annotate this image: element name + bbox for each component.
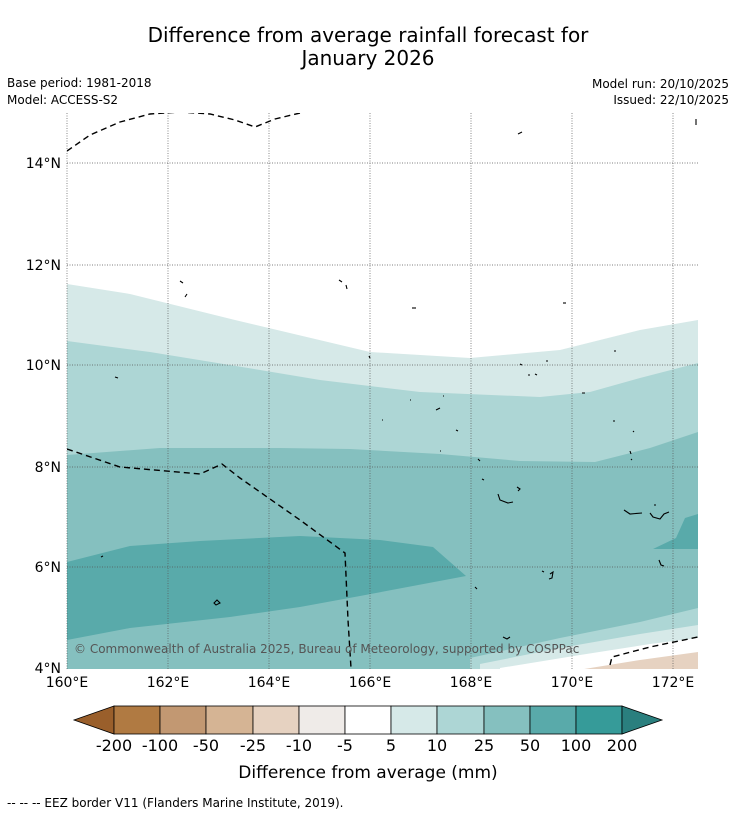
colorbar-bin (344, 705, 392, 735)
colorbar-tick: 25 (474, 736, 494, 755)
colorbar-tick: 10 (427, 736, 447, 755)
contour-band-south-dry (584, 652, 698, 669)
colorbar-bin (113, 705, 161, 735)
colorbar-tick: -10 (286, 736, 312, 755)
title-line-2: January 2026 (301, 46, 435, 70)
colorbar-tick: -50 (193, 736, 219, 755)
lon-axis: 160°E 162°E 164°E 166°E 168°E 170°E 172°… (46, 675, 695, 691)
colorbar-extend-high (621, 705, 664, 735)
lon-label-160: 160°E (46, 675, 89, 691)
eez-border-north (67, 113, 301, 152)
lat-label-14: 14°N (26, 156, 61, 172)
lon-label-164: 164°E (248, 675, 291, 691)
contour-band-50-100-east (653, 514, 698, 549)
contour-fields (67, 284, 698, 669)
model-name: Model: ACCESS-S2 (7, 93, 119, 107)
island (100, 555, 221, 606)
island (654, 504, 665, 567)
colorbar-bin (575, 705, 623, 735)
island (613, 420, 635, 461)
model-run: Model run: 20/10/2025 (591, 77, 729, 91)
lon-label-166: 166°E (349, 675, 392, 691)
colorbar-tick: 100 (561, 736, 592, 755)
island (623, 509, 670, 520)
colorbar-bin (159, 705, 207, 735)
lat-label-10: 10°N (26, 358, 61, 374)
colorbar-extend-low (72, 705, 115, 735)
island (497, 486, 521, 504)
lon-label-168: 168°E (450, 675, 493, 691)
island (382, 395, 444, 421)
island (179, 280, 188, 298)
island (546, 350, 616, 394)
lon-label-172: 172°E (652, 675, 695, 691)
colorbar-ticks: -200 -100 -50 -25 -10 -5 5 10 25 50 100 … (96, 736, 637, 755)
eez-footnote: -- -- -- EEZ border V11 (Flanders Marine… (7, 796, 344, 810)
lon-label-170: 170°E (551, 675, 594, 691)
colorbar-bin (529, 705, 577, 735)
eez-borders (67, 113, 698, 669)
colorbar-tick: -25 (240, 736, 266, 755)
colorbar-tick: -200 (96, 736, 132, 755)
island (338, 279, 348, 290)
island (502, 636, 511, 640)
base-period: Base period: 1981-2018 (7, 76, 152, 90)
colorbar-bin (436, 705, 485, 735)
eez-border-south (609, 636, 698, 666)
island (114, 376, 119, 379)
contour-band-50-100-west (67, 536, 466, 640)
colorbar-tick: 200 (607, 736, 638, 755)
lat-axis: 14°N 12°N 10°N 8°N 6°N 4°N (26, 156, 61, 677)
title-line-1: Difference from average rainfall forecas… (147, 23, 589, 47)
lat-label-4: 4°N (35, 661, 61, 677)
lat-label-8: 8°N (35, 460, 61, 476)
lat-label-6: 6°N (35, 560, 61, 576)
colorbar-bin (252, 705, 300, 735)
lat-label-12: 12°N (26, 258, 61, 274)
islands (100, 119, 697, 640)
island (474, 570, 554, 590)
colorbar-tick: -5 (337, 736, 353, 755)
colorbar-tick: -100 (142, 736, 178, 755)
island (368, 355, 371, 359)
colorbar (72, 705, 664, 735)
colorbar-bin (205, 705, 254, 735)
colorbar-bin (390, 705, 438, 735)
lon-label-162: 162°E (147, 675, 190, 691)
colorbar-bin (483, 705, 531, 735)
island (519, 363, 538, 376)
island (517, 131, 523, 135)
colorbar-bin (298, 705, 346, 735)
copyright-text: © Commonwealth of Australia 2025, Bureau… (74, 642, 579, 656)
colorbar-tick: 5 (386, 736, 396, 755)
eez-border-west (67, 448, 352, 669)
colorbar-title: Difference from average (mm) (238, 763, 497, 783)
gridlines (66, 113, 698, 669)
colorbar-tick: 50 (520, 736, 540, 755)
issued-date: Issued: 22/10/2025 (613, 93, 729, 107)
island (440, 429, 485, 481)
